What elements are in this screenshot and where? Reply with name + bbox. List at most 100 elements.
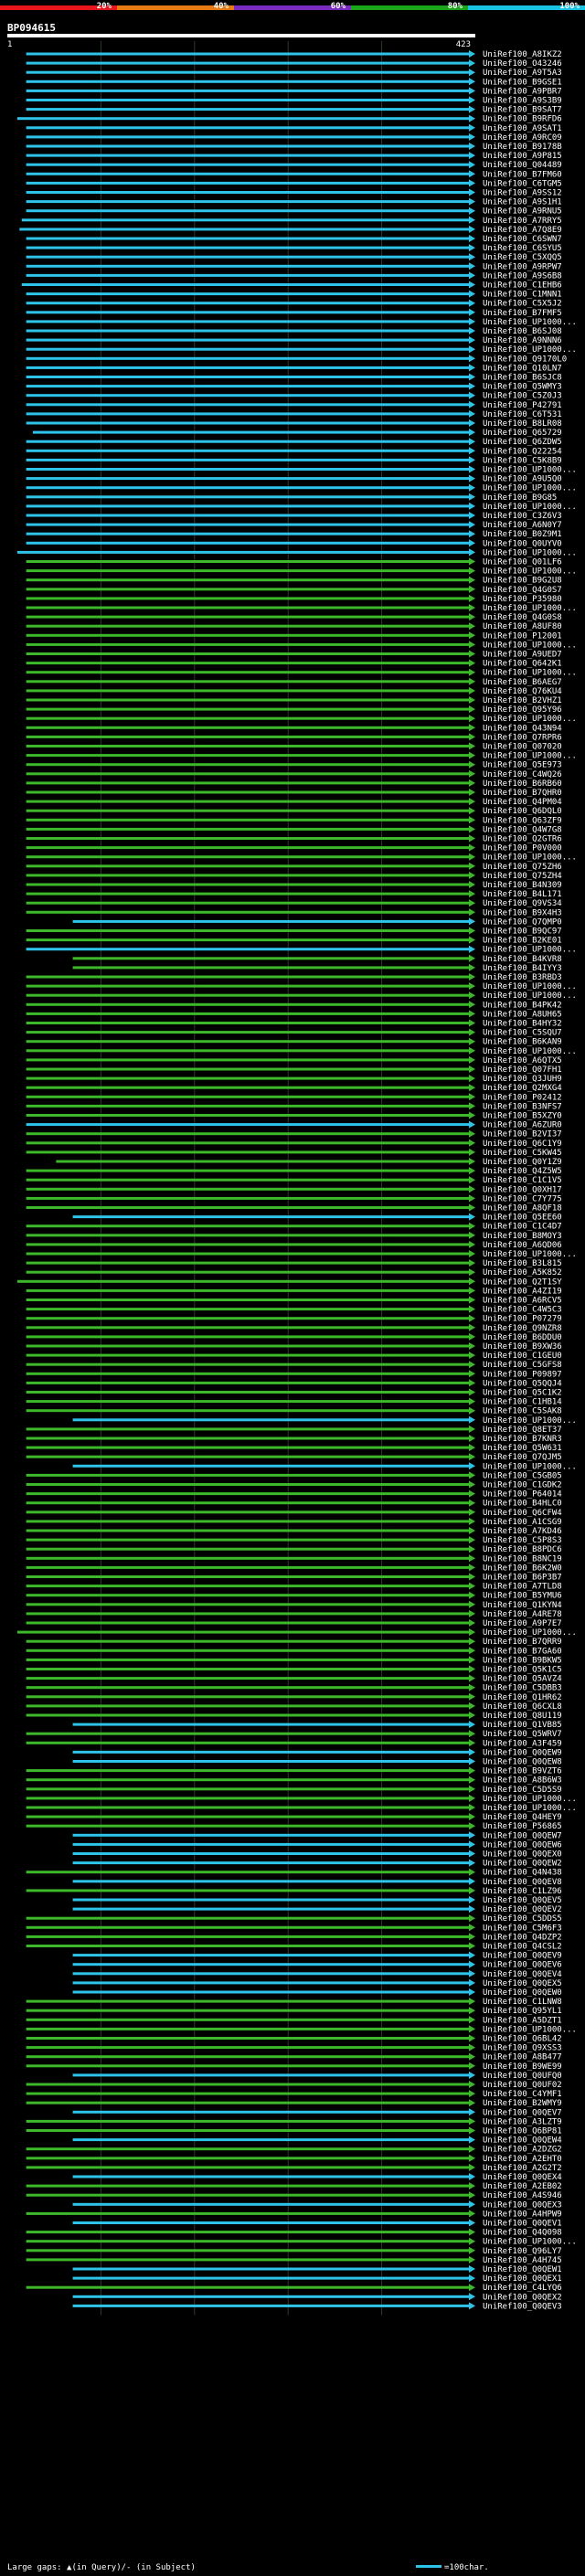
hit-bar[interactable] [26,144,471,148]
hit-label[interactable]: UniRef100_Q8ET37 [483,1426,562,1435]
hit-label[interactable]: UniRef100_UP1000... [483,1250,577,1259]
hit-label[interactable]: UniRef100_Q5K1C5 [483,1666,562,1675]
hit-label[interactable]: UniRef100_UP1000... [483,466,577,475]
hit-label[interactable]: UniRef100_P07279 [483,1315,562,1324]
hit-bar[interactable] [26,1353,471,1357]
hit-bar[interactable] [26,61,471,65]
hit-bar[interactable] [26,1335,471,1339]
hit-bar[interactable] [26,1104,471,1108]
hit-bar[interactable] [26,726,471,729]
hit-label[interactable]: UniRef100_B4PK42 [483,1001,562,1010]
hit-bar[interactable] [26,2157,471,2160]
hit-label[interactable]: UniRef100_Q4N438 [483,1869,562,1878]
hit-bar[interactable] [26,790,471,794]
hit-label[interactable]: UniRef100_A9RNU5 [483,207,562,217]
hit-label[interactable]: UniRef100_Q5EE60 [483,1214,562,1223]
hit-label[interactable]: UniRef100_A1CSG9 [483,1518,562,1527]
hit-label[interactable]: UniRef100_UP1000... [483,604,577,613]
hit-label[interactable]: UniRef100_C5KW45 [483,1149,562,1158]
hit-label[interactable]: UniRef100_C1C1V5 [483,1176,562,1185]
hit-bar[interactable] [26,1391,471,1394]
hit-label[interactable]: UniRef100_B3L815 [483,1259,562,1268]
hit-bar[interactable] [26,800,471,803]
hit-bar[interactable] [26,910,471,914]
hit-bar[interactable] [26,1002,471,1006]
hit-bar[interactable] [26,273,471,277]
hit-bar[interactable] [26,514,471,517]
hit-label[interactable]: UniRef100_A8QF18 [483,1204,562,1214]
hit-label[interactable]: UniRef100_A8IKZ2 [483,50,562,59]
hit-label[interactable]: UniRef100_Q0QEX0 [483,1850,562,1860]
hit-bar[interactable] [72,966,470,970]
hit-bar[interactable] [19,228,470,231]
hit-label[interactable]: UniRef100_B9GSE1 [483,78,562,87]
hit-bar[interactable] [26,569,471,573]
hit-bar[interactable] [26,246,471,249]
hit-label[interactable]: UniRef100_Q5AVZ4 [483,1675,562,1684]
hit-label[interactable]: UniRef100_Q65729 [483,429,562,438]
hit-label[interactable]: UniRef100_C5D5S9 [483,1786,562,1795]
hit-bar[interactable] [26,1150,471,1154]
hit-bar[interactable] [26,385,471,388]
hit-label[interactable]: UniRef100_B7KNR3 [483,1435,562,1444]
hit-label[interactable]: UniRef100_Q0UF02 [483,2081,562,2090]
hit-bar[interactable] [26,1538,471,1542]
hit-label[interactable]: UniRef100_Q75ZH4 [483,872,562,881]
hit-bar[interactable] [26,1473,471,1477]
hit-label[interactable]: UniRef100_B9178B [483,143,562,152]
hit-label[interactable]: UniRef100_A4RE78 [483,1610,562,1619]
hit-bar[interactable] [26,1317,471,1320]
hit-bar[interactable] [72,1861,470,1865]
hit-label[interactable]: UniRef100_B8NC19 [483,1554,562,1564]
hit-bar[interactable] [26,642,471,646]
hit-bar[interactable] [26,2027,471,2030]
hit-bar[interactable] [26,735,471,738]
hit-bar[interactable] [26,993,471,997]
hit-bar[interactable] [26,1381,471,1384]
hit-label[interactable]: UniRef100_B7FMF5 [483,309,562,318]
hit-label[interactable]: UniRef100_B3RBD3 [483,973,562,982]
hit-label[interactable]: UniRef100_B8PDC6 [483,1545,562,1554]
hit-label[interactable]: UniRef100_B2VHZ1 [483,696,562,705]
hit-label[interactable]: UniRef100_A2EB02 [483,2182,562,2191]
hit-label[interactable]: UniRef100_Q0QEV7 [483,2108,562,2117]
hit-label[interactable]: UniRef100_B9XW36 [483,1342,562,1352]
hit-label[interactable]: UniRef100_C7Y775 [483,1194,562,1203]
hit-label[interactable]: UniRef100_UP1000... [483,548,577,557]
hit-label[interactable]: UniRef100_P35980 [483,595,562,604]
hit-label[interactable]: UniRef100_A8UH65 [483,1010,562,1019]
hit-bar[interactable] [26,2129,471,2132]
hit-bar[interactable] [26,1436,471,1440]
hit-label[interactable]: UniRef100_Q7QMP0 [483,917,562,927]
hit-label[interactable]: UniRef100_C3Z6V3 [483,512,562,521]
hit-bar[interactable] [26,52,471,56]
hit-bar[interactable] [26,1556,471,1560]
hit-label[interactable]: UniRef100_Q0QEW1 [483,2265,562,2274]
hit-label[interactable]: UniRef100_C4WQ26 [483,770,562,779]
hit-bar[interactable] [26,883,471,886]
hit-bar[interactable] [26,1594,471,1597]
hit-bar[interactable] [26,1261,471,1265]
hit-bar[interactable] [26,1362,471,1366]
hit-label[interactable]: UniRef100_A6QD06 [483,1241,562,1250]
hit-label[interactable]: UniRef100_Q9170L0 [483,355,567,364]
hit-bar[interactable] [26,1492,471,1496]
hit-bar[interactable] [26,264,471,268]
hit-label[interactable]: UniRef100_B6P3B7 [483,1574,562,1583]
hit-bar[interactable] [26,320,471,323]
hit-bar[interactable] [72,1418,470,1422]
hit-bar[interactable] [26,181,471,185]
hit-label[interactable]: UniRef100_C5DDS5 [483,1914,562,1924]
hit-label[interactable]: UniRef100_B9SAT7 [483,106,562,115]
hit-label[interactable]: UniRef100_UP1000... [483,752,577,761]
hit-bar[interactable] [26,154,471,157]
hit-label[interactable]: UniRef100_Q0QEW2 [483,1860,562,1869]
hit-bar[interactable] [26,588,471,591]
hit-bar[interactable] [26,846,471,850]
hit-label[interactable]: UniRef100_Q63ZF9 [483,816,562,825]
hit-label[interactable]: UniRef100_Q07FH1 [483,1065,562,1075]
hit-label[interactable]: UniRef100_P09897 [483,1370,562,1379]
hit-label[interactable]: UniRef100_A9S1H1 [483,198,562,207]
hit-bar[interactable] [72,1907,470,1911]
hit-label[interactable]: UniRef100_B4IYY3 [483,964,562,973]
